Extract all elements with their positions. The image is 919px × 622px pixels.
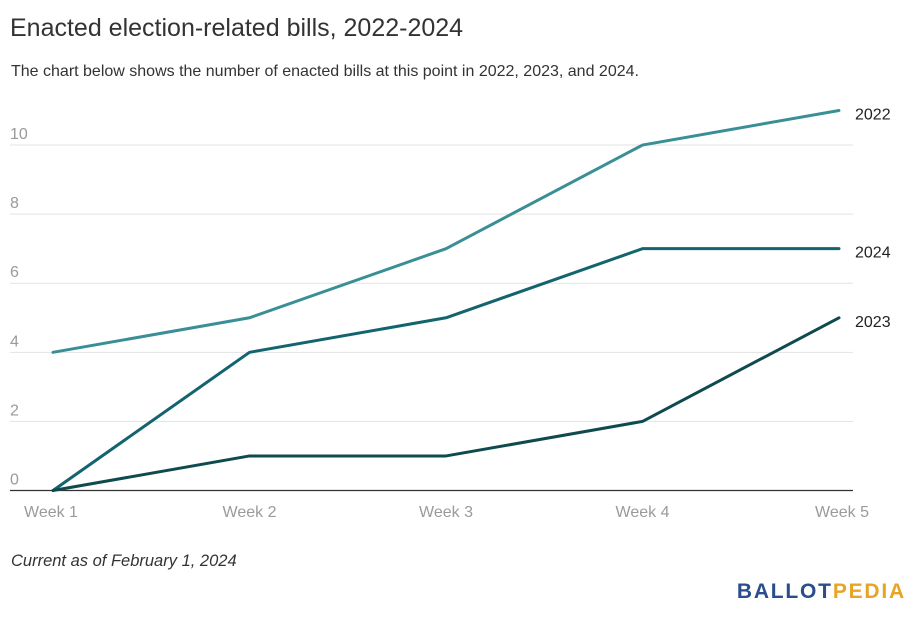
y-tick-label: 0 [10,472,19,489]
x-tick-label: Week 3 [419,504,473,521]
logo-part-pedia: PEDIA [832,580,906,603]
y-tick-label: 2 [10,402,19,419]
series-line-2023 [51,316,841,492]
chart-subtitle: The chart below shows the number of enac… [11,63,639,80]
y-tick-label: 4 [10,333,19,350]
y-tick-label: 8 [10,195,19,212]
series-label-2022: 2022 [855,107,891,124]
chart-title: Enacted election-related bills, 2022-202… [10,14,464,42]
series-line-2024 [51,247,841,492]
series-label-2023: 2023 [855,314,891,331]
series-line-2022 [51,109,841,354]
ballotpedia-logo: BALLOTPEDIA [737,580,906,604]
x-tick-label: Week 1 [24,504,78,521]
y-tick-label: 6 [10,264,19,281]
x-tick-label: Week 5 [815,504,869,521]
y-tick-label: 10 [10,126,28,143]
series-label-2024: 2024 [855,245,891,262]
x-tick-label: Week 4 [616,504,670,521]
logo-part-ballot: BALLOT [736,580,833,603]
x-tick-label: Week 2 [223,504,277,521]
footnote: Current as of February 1, 2024 [11,552,237,570]
